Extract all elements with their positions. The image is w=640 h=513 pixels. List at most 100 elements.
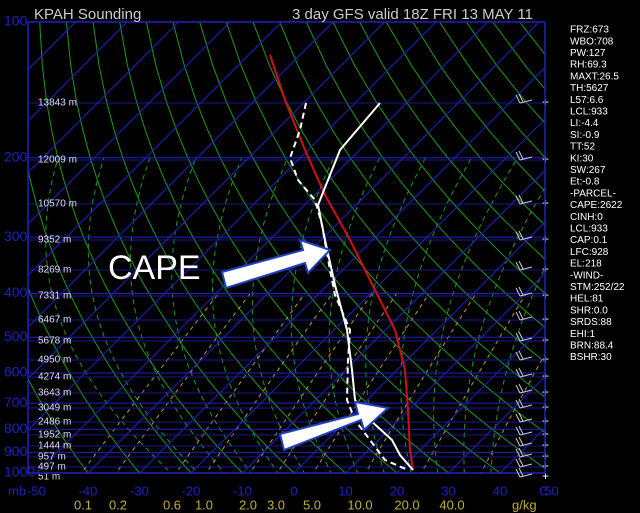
temperature-label: -30	[130, 483, 149, 498]
dry-adiabat	[28, 167, 192, 473]
wind-barb	[515, 194, 533, 205]
pressure-label: 900	[4, 443, 28, 459]
mixing-ratio-line	[276, 293, 398, 473]
dry-adiabat	[119, 22, 398, 473]
dry-adiabat	[145, 22, 450, 473]
arrow	[220, 238, 332, 290]
isotherm	[396, 324, 545, 473]
wind-barb	[515, 436, 533, 447]
wind-barb	[515, 260, 533, 271]
indices-panel: FRZ:673WBO:708PW:127RH:69.3MAXT:26.5TH:5…	[570, 25, 625, 364]
unit-right: C	[539, 483, 548, 498]
mixing-ratio-label: 0.2	[109, 497, 127, 512]
index-value: SHR:0.0	[570, 305, 608, 316]
dry-adiabat	[359, 22, 545, 260]
dry-adiabat	[39, 22, 244, 473]
temperature-label: 30	[441, 483, 455, 498]
height-label: 5678 m	[38, 336, 71, 347]
height-label: 957 m	[38, 452, 66, 463]
height-label: 8269 m	[38, 265, 71, 276]
wind-barb	[515, 412, 533, 423]
index-value: SRDS:88	[570, 317, 612, 328]
index-value: CAPE:2622	[570, 200, 623, 211]
height-label: 9352 m	[38, 235, 71, 246]
pressure-label: 700	[4, 394, 28, 410]
moist-adiabat	[328, 157, 381, 473]
mixing-ratio-label: 20.0	[394, 497, 419, 512]
isotherm	[28, 22, 437, 431]
dry-adiabat	[252, 22, 545, 398]
index-value: RH:69.3	[570, 60, 607, 71]
moist-adiabat	[45, 157, 172, 473]
wind-barb	[515, 457, 533, 468]
mixing-ratio-line	[480, 353, 545, 473]
height-label: 4274 m	[38, 372, 71, 383]
height-label: 13843 m	[38, 98, 77, 109]
wind-barb	[515, 331, 533, 342]
moist-adiabat	[129, 157, 226, 473]
index-value: EHI:1	[570, 329, 595, 340]
wind-barb	[515, 447, 533, 458]
pressure-label: 200	[4, 148, 28, 164]
pressure-label: 100	[4, 13, 28, 29]
height-label: 1444 m	[38, 441, 71, 452]
wind-barb	[515, 150, 533, 161]
isotherm	[293, 221, 545, 473]
index-value: L57:6.6	[570, 95, 604, 106]
index-value: KI:30	[570, 153, 594, 164]
isotherm	[28, 22, 282, 277]
moist-adiabat	[365, 157, 427, 473]
index-value: LI:-4.4	[570, 118, 599, 129]
moist-adiabat	[251, 157, 305, 473]
mixing-ratio-label: 0.1	[74, 497, 92, 512]
isotherm	[28, 22, 385, 380]
temperature-label: -10	[233, 483, 252, 498]
dewpoint-profile	[288, 102, 409, 471]
dry-adiabat	[305, 22, 545, 329]
index-value: WBO:708	[570, 36, 614, 47]
index-value: CINH:0	[570, 212, 603, 223]
height-label: 51 m	[38, 472, 60, 483]
wind-barb	[515, 350, 533, 361]
index-value: LCL:933	[570, 107, 608, 118]
temperature-label: 40	[493, 483, 507, 498]
index-value: PW:127	[570, 48, 606, 59]
height-label: 4950 m	[38, 355, 71, 366]
dry-adiabat	[279, 22, 545, 363]
isotherm	[139, 66, 545, 473]
moist-adiabat	[463, 186, 545, 473]
index-value: EL:218	[570, 259, 602, 270]
moist-adiabat	[211, 157, 279, 473]
wind-barb	[515, 398, 533, 409]
index-value: TT:52	[570, 142, 595, 153]
dry-adiabat	[28, 377, 89, 473]
pressure-label: 300	[4, 228, 28, 244]
dry-adiabat	[28, 286, 141, 473]
index-value: LFC:928	[570, 247, 609, 258]
moist-adiabat	[87, 157, 199, 473]
height-label: 1952 m	[38, 430, 71, 441]
height-label: 10570 m	[38, 199, 77, 210]
mixing-ratio-label: 3.0	[267, 497, 285, 512]
index-value: SW:267	[570, 165, 606, 176]
isotherm	[28, 22, 179, 174]
index-value: -PARCEL-	[570, 188, 616, 199]
index-value: STM:252/22	[570, 282, 625, 293]
wind-barb	[515, 467, 533, 478]
mixing-ratio-label: 0.6	[163, 497, 181, 512]
pressure-label: 800	[4, 420, 28, 436]
valid-time: 3 day GFS valid 18Z FRI 13 MAY 11	[292, 6, 533, 23]
pressure-label: 1000	[4, 464, 35, 480]
index-value: CAP:0.1	[570, 235, 608, 246]
plus: +	[542, 469, 549, 483]
isotherm	[345, 272, 545, 473]
wind-barb	[515, 286, 533, 297]
profiles	[269, 54, 414, 471]
index-value: BRN:88.4	[570, 341, 614, 352]
mixing-ratio-line	[364, 293, 477, 473]
mixing-ratio-line	[115, 293, 251, 473]
mixing-ratio-line	[80, 293, 219, 473]
mixing-ratio-label: 2.0	[239, 497, 257, 512]
index-value: FRZ:673	[570, 25, 609, 36]
